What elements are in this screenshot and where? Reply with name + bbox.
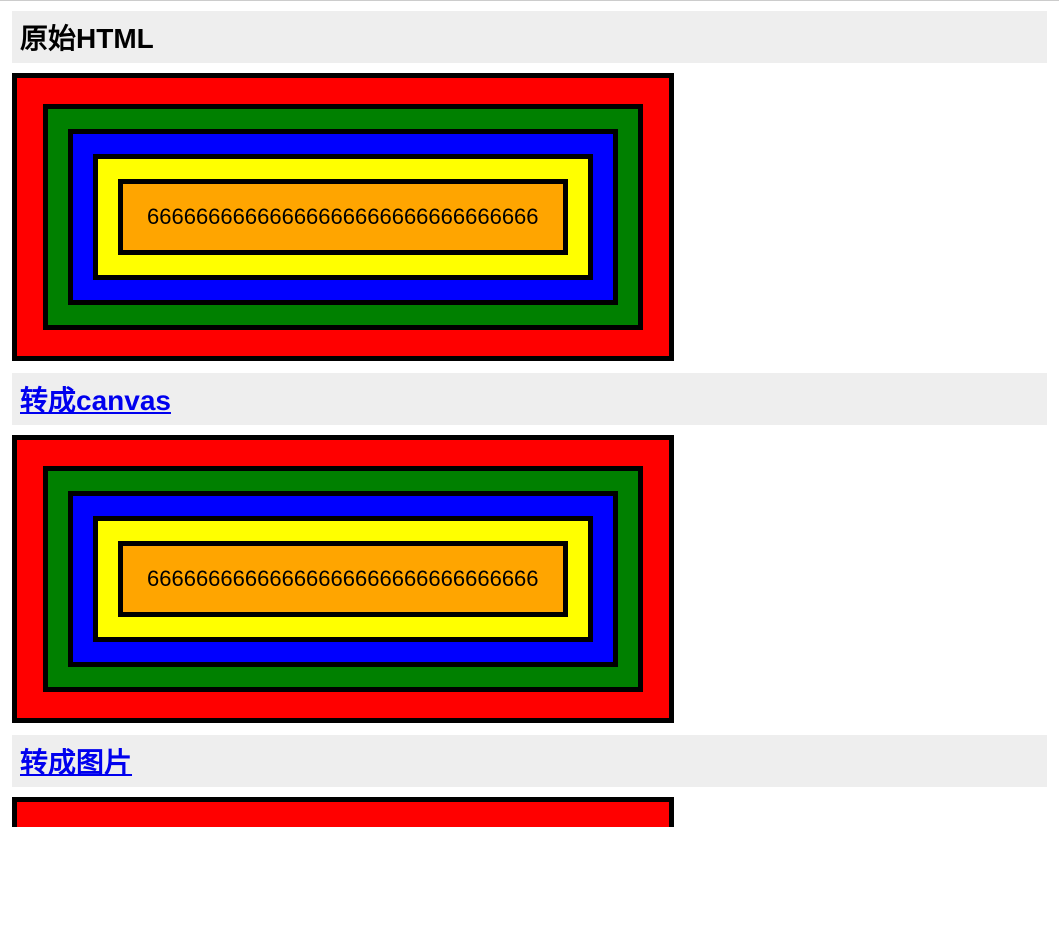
heading-to-image-link[interactable]: 转成图片 [12, 735, 1047, 787]
box-layer-red: 66666666666666666666666666666666 [12, 435, 674, 723]
box-layer-yellow: 66666666666666666666666666666666 [93, 516, 593, 642]
box-layer-red: 66666666666666666666666666666666 [12, 797, 674, 827]
nested-box-image-partial: 66666666666666666666666666666666 [12, 797, 674, 827]
box-layer-green: 66666666666666666666666666666666 [43, 104, 643, 330]
box-layer-yellow: 66666666666666666666666666666666 [93, 154, 593, 280]
box-layer-green: 66666666666666666666666666666666 [43, 466, 643, 692]
box-layer-blue: 66666666666666666666666666666666 [68, 491, 618, 667]
heading-original-html: 原始HTML [12, 11, 1047, 63]
box-layer-orange: 66666666666666666666666666666666 [118, 541, 568, 617]
box-layer-blue: 66666666666666666666666666666666 [68, 129, 618, 305]
nested-box-canvas: 66666666666666666666666666666666 [12, 435, 674, 723]
heading-to-canvas-link[interactable]: 转成canvas [12, 373, 1047, 425]
box-layer-orange: 66666666666666666666666666666666 [118, 179, 568, 255]
nested-box-original: 66666666666666666666666666666666 [12, 73, 674, 361]
box-layer-red: 66666666666666666666666666666666 [12, 73, 674, 361]
